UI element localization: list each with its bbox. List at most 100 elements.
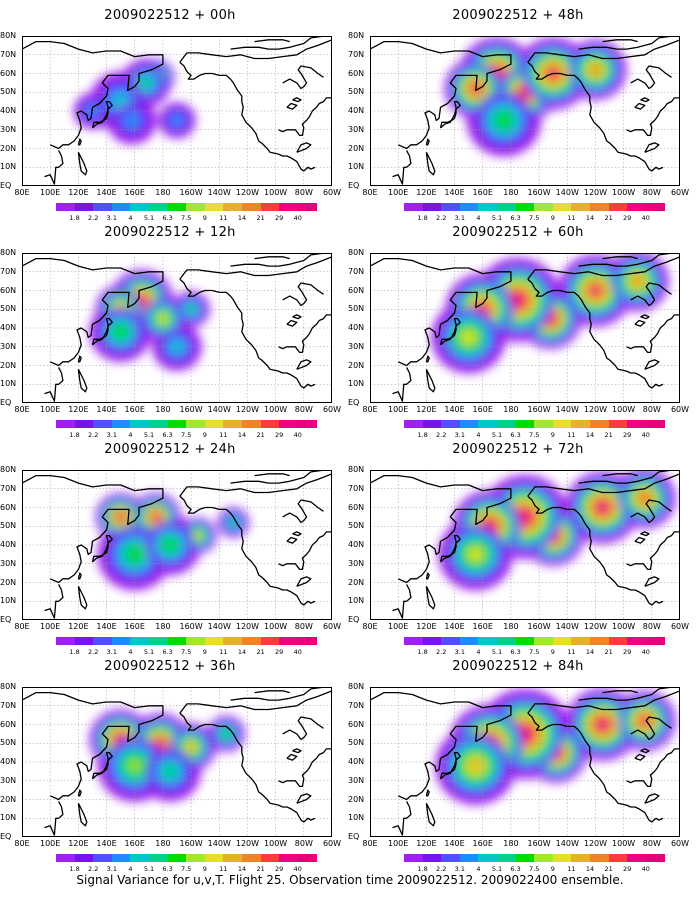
x-tick-label: 100W: [612, 622, 636, 631]
map-area: [22, 470, 332, 620]
coastline: [626, 314, 680, 354]
x-tick-label: 180: [155, 188, 171, 197]
colorbar-label: 5.1: [143, 431, 155, 439]
coastline: [230, 687, 326, 701]
y-tick-label: 30N: [0, 124, 17, 134]
colorbar-swatch: [93, 854, 113, 862]
coastline: [439, 534, 461, 563]
coastline: [370, 257, 512, 367]
colorbar-label: 5.1: [143, 648, 155, 656]
coastline: [44, 584, 64, 619]
coastline: [278, 748, 332, 788]
colorbar-swatch: [297, 854, 317, 862]
coastline: [179, 712, 316, 823]
colorbar-swatch: [552, 637, 572, 645]
coastline: [77, 152, 88, 176]
colorbar-swatch: [56, 420, 76, 428]
colorbar-swatch: [571, 637, 591, 645]
variance-contour: [140, 77, 152, 89]
variance-contour: [163, 764, 177, 778]
y-tick-label: 50N: [0, 521, 17, 531]
coastline: [254, 473, 290, 477]
colorbar-swatch: [93, 203, 113, 211]
coastline: [282, 499, 324, 524]
coastline: [22, 40, 164, 150]
colorbar-label: 4: [128, 214, 133, 222]
coastline: [425, 355, 430, 363]
colorbar-swatch: [167, 854, 187, 862]
y-tick-label: 50N: [348, 304, 365, 314]
coastlines: [370, 687, 680, 836]
colorbar-label: 7.5: [181, 648, 192, 656]
y-tick-label: 20N: [348, 794, 365, 804]
x-tick-label: 140W: [207, 839, 231, 848]
panel-84h: 2009022512 + 84h 80N 70N 60N 50N 40N 30N 20N 10…: [348, 659, 689, 874]
variance-contour: [520, 512, 530, 522]
coastline: [22, 257, 164, 367]
coastline: [91, 317, 113, 346]
y-tick-label: 10N: [348, 596, 365, 606]
x-tick-label: 140W: [207, 405, 231, 414]
colorbar-swatch: [515, 637, 535, 645]
coastline: [179, 278, 316, 389]
colorbar-swatch: [497, 637, 517, 645]
x-tick-label: 140W: [555, 839, 579, 848]
x-tick-label: 100E: [40, 622, 61, 631]
x-tick-label: 160W: [527, 622, 551, 631]
coastline: [286, 319, 298, 327]
x-tick-label: 160E: [124, 839, 145, 848]
variance-map: [22, 253, 332, 403]
y-tick-label: 30N: [348, 124, 365, 134]
variance-contour: [170, 114, 184, 127]
colorbar-swatch: [459, 203, 479, 211]
colorbar-swatch: [627, 637, 647, 645]
panel-title: 2009022512 + 24h: [104, 442, 236, 457]
colorbar-label: 29: [623, 431, 632, 439]
colorbar-label: 7.5: [181, 865, 192, 873]
coastline: [286, 536, 298, 544]
coastline: [292, 314, 302, 320]
y-tick-label: 60N: [0, 502, 17, 512]
x-tick-label: 160E: [124, 405, 145, 414]
colorbar-label: 21: [256, 648, 265, 656]
coastline: [640, 314, 650, 320]
colorbar-label: 14: [237, 648, 247, 656]
colorbar-label: 14: [237, 865, 247, 873]
coastline: [179, 256, 332, 280]
coastline: [527, 39, 680, 63]
colorbar-swatch: [459, 420, 479, 428]
x-tick-label: 80W: [642, 188, 661, 197]
variance-contour: [640, 494, 650, 503]
coastline: [630, 499, 672, 524]
colorbar-swatch: [534, 637, 554, 645]
y-tick-label: EQ: [348, 832, 360, 841]
colorbar-swatch: [497, 420, 517, 428]
coastline: [292, 97, 302, 103]
colorbar-label: 2.2: [436, 431, 447, 439]
colorbar-swatch: [111, 203, 131, 211]
coastlines: [370, 36, 680, 185]
colorbar-swatch: [130, 203, 150, 211]
y-tick-label: 20N: [0, 360, 17, 370]
colorbar-swatch: [441, 420, 461, 428]
coastline: [634, 753, 646, 761]
coastline: [44, 150, 64, 185]
coastline: [77, 138, 82, 146]
colorbar-label: 40: [641, 431, 650, 439]
colorbar-label: 29: [275, 648, 284, 656]
coastline: [439, 100, 461, 129]
x-tick-label: 140W: [207, 188, 231, 197]
y-tick-label: 70N: [0, 266, 17, 276]
colorbar-swatch: [645, 854, 665, 862]
x-tick-label: 160E: [472, 622, 493, 631]
y-tick-label: 40N: [348, 323, 365, 332]
variance-contour: [128, 759, 142, 772]
y-tick-label: 20N: [0, 143, 17, 153]
y-tick-label: 20N: [348, 577, 365, 587]
colorbar-swatch: [279, 637, 299, 645]
x-tick-label: 140W: [555, 622, 579, 631]
x-tick-label: 100E: [40, 188, 61, 197]
y-tick-label: 60N: [348, 68, 365, 78]
coastline: [630, 65, 672, 90]
grid-lines: [370, 36, 680, 186]
